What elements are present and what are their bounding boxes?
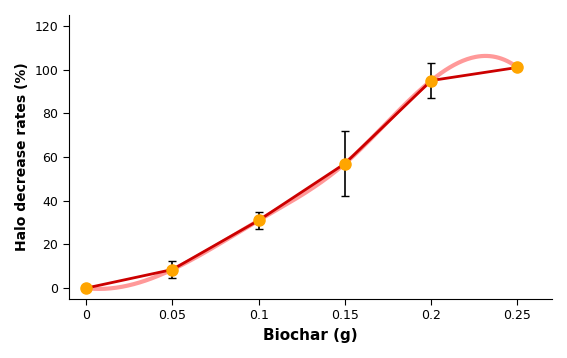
X-axis label: Biochar (g): Biochar (g): [263, 328, 358, 343]
Y-axis label: Halo decrease rates (%): Halo decrease rates (%): [15, 63, 29, 251]
